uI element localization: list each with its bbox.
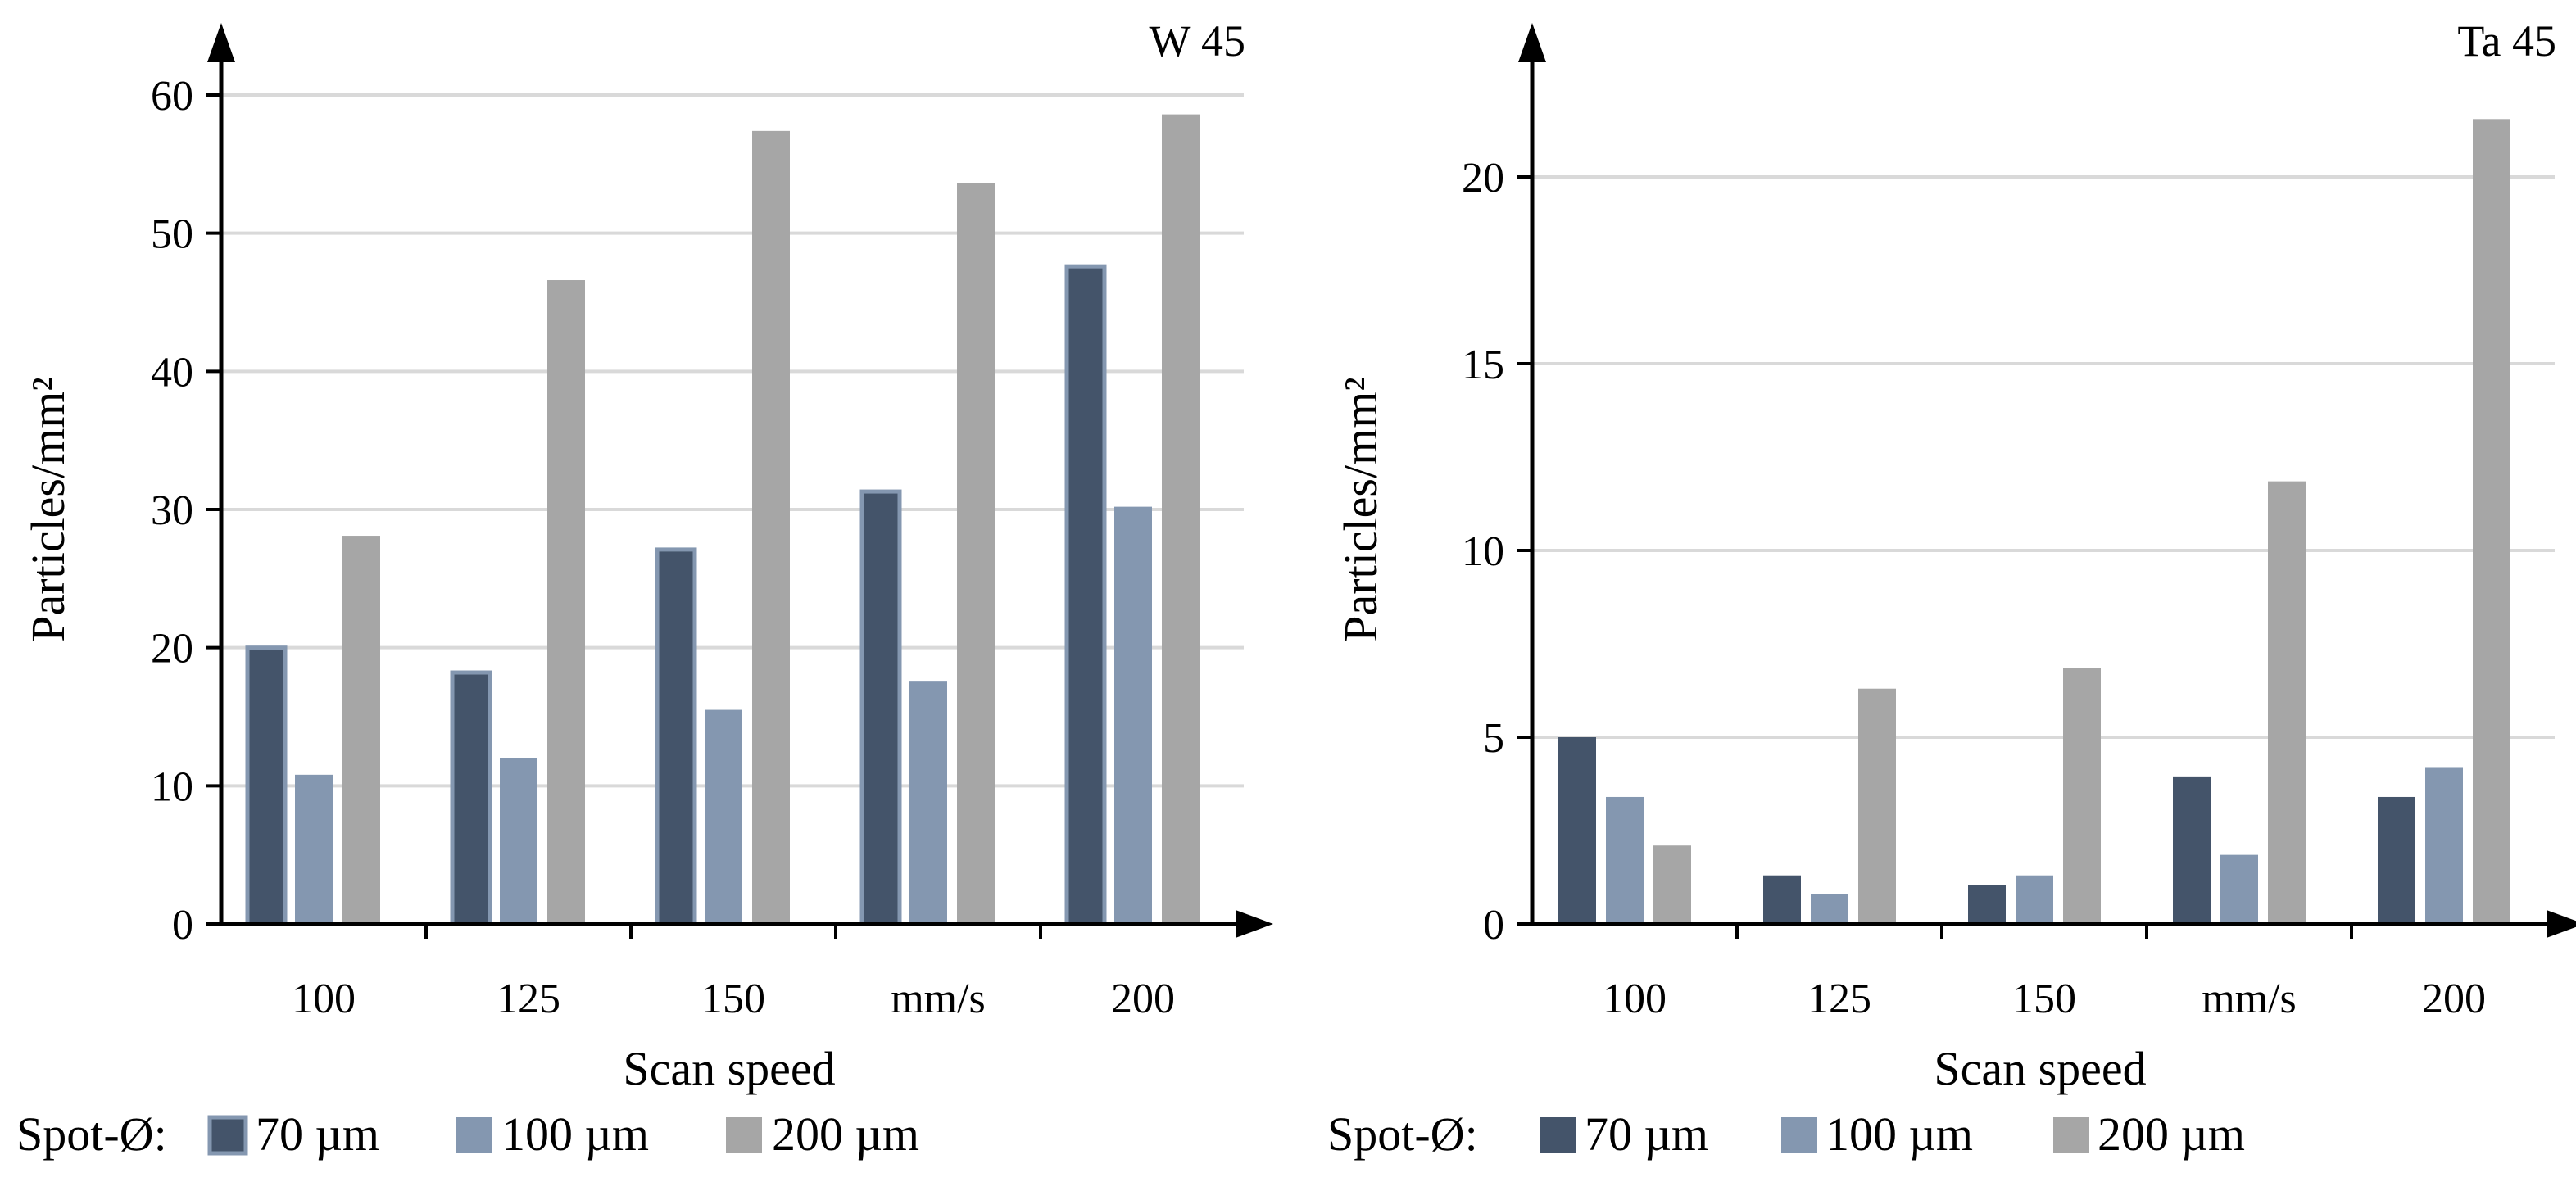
w45-y-axis-arrow: [207, 23, 235, 62]
w45-x-tick-label: 100: [292, 976, 356, 1022]
w45-y-tick-label: 40: [151, 349, 193, 396]
w45-bar-70um-125: [450, 670, 492, 926]
w45-bar-70um-150: [655, 547, 697, 926]
w45-bar-200um-150: [752, 130, 790, 924]
ta45-y-tick-label: 0: [1483, 902, 1504, 949]
w45-bar-100um-125: [500, 758, 537, 924]
w45-legend-label-100um: 100 µm: [501, 1107, 649, 1161]
w45-legend-swatch-100um: [456, 1117, 492, 1153]
ta45-bar-70um-100: [1558, 737, 1596, 924]
w45-bar-200um-mms: [957, 183, 995, 925]
ta45-legend-label-100um: 100 µm: [1825, 1107, 1973, 1161]
w45-bar-200um-100: [342, 536, 380, 924]
w45-panel-title: W 45: [1150, 16, 1246, 66]
ta45-bar-200um-125: [1858, 688, 1896, 924]
w45-bar-100um-150: [705, 709, 742, 924]
ta45-y-axis-arrow: [1518, 23, 1546, 62]
w45-y-tick-label: 30: [151, 487, 193, 534]
ta45-bar-100um-200: [2425, 767, 2463, 924]
ta45-y-tick-label: 15: [1462, 342, 1504, 388]
ta45-y-tick-label: 20: [1462, 155, 1504, 202]
ta45-y-axis-title: Particles/mm²: [1334, 377, 1387, 641]
ta45-x-axis-title: Scan speed: [1934, 1042, 2146, 1095]
ta45-bar-100um-mms: [2220, 854, 2258, 924]
w45-bar-100um-mms: [909, 681, 947, 924]
w45-bar-200um-125: [547, 280, 585, 925]
w45-y-tick-label: 60: [151, 73, 193, 120]
w45-legend-label-200um: 200 µm: [772, 1107, 919, 1161]
ta45-y-tick-label: 5: [1483, 715, 1504, 762]
w45-y-axis-title: Particles/mm²: [21, 377, 75, 641]
ta45-bar-200um-150: [2063, 668, 2101, 924]
w45-x-axis-arrow: [1236, 910, 1273, 938]
w45-x-tick-label: mm/s: [891, 976, 986, 1022]
ta45-legend-swatch-100um: [1781, 1117, 1817, 1153]
ta45-x-axis-arrow: [2547, 910, 2576, 938]
ta45-legend-swatch-70um: [1540, 1117, 1576, 1153]
ta45-bar-70um-mms: [2173, 776, 2211, 924]
ta45-legend-swatch-200um: [2053, 1117, 2089, 1153]
ta45-legend-label-200um: 200 µm: [2098, 1107, 2245, 1161]
w45-y-tick-label: 50: [151, 211, 193, 258]
ta45-bar-200um-200: [2473, 119, 2510, 924]
ta45-bar-100um-100: [1606, 796, 1644, 924]
ta45-x-tick-label: 200: [2422, 976, 2486, 1022]
w45-legend-swatch-200um: [726, 1117, 762, 1153]
ta45-bar-70um-200: [2378, 796, 2415, 924]
w45-bar-100um-100: [295, 774, 333, 924]
w45-bar-70um-100: [245, 645, 288, 926]
w45-bar-200um-200: [1162, 114, 1200, 924]
ta45-bar-200um-100: [1653, 845, 1691, 924]
w45-x-axis-title: Scan speed: [623, 1042, 835, 1095]
w45-y-tick-label: 0: [172, 902, 193, 949]
w45-legend-swatch-70um: [207, 1115, 248, 1156]
ta45-legend-title: Spot-Ø:: [1327, 1107, 1478, 1161]
ta45-x-tick-label: 150: [2012, 976, 2076, 1022]
w45-x-tick-label: 150: [701, 976, 765, 1022]
ta45-bar-100um-125: [1811, 894, 1848, 924]
ta45-y-tick-label: 10: [1462, 528, 1504, 575]
w45-bar-100um-200: [1114, 506, 1152, 924]
w45-y-tick-label: 10: [151, 763, 193, 810]
ta45-bar-200um-mms: [2268, 481, 2306, 924]
w45-x-tick-label: 125: [497, 976, 560, 1022]
w45-x-tick-label: 200: [1111, 976, 1175, 1022]
ta45-x-tick-label: 100: [1603, 976, 1667, 1022]
ta45-legend-label-70um: 70 µm: [1585, 1107, 1708, 1161]
ta45-bar-70um-125: [1763, 875, 1801, 924]
ta45-bar-70um-150: [1968, 885, 2006, 924]
ta45-x-tick-label: 125: [1807, 976, 1871, 1022]
w45-legend-title: Spot-Ø:: [16, 1107, 167, 1161]
w45-bar-70um-200: [1064, 264, 1107, 926]
w45-legend-label-70um: 70 µm: [256, 1107, 379, 1161]
ta45-panel-title: Ta 45: [2457, 16, 2556, 66]
ta45-x-tick-label: mm/s: [2202, 976, 2297, 1022]
w45-bar-70um-mms: [859, 489, 902, 926]
w45-y-tick-label: 20: [151, 626, 193, 672]
ta45-bar-100um-150: [2016, 875, 2053, 924]
